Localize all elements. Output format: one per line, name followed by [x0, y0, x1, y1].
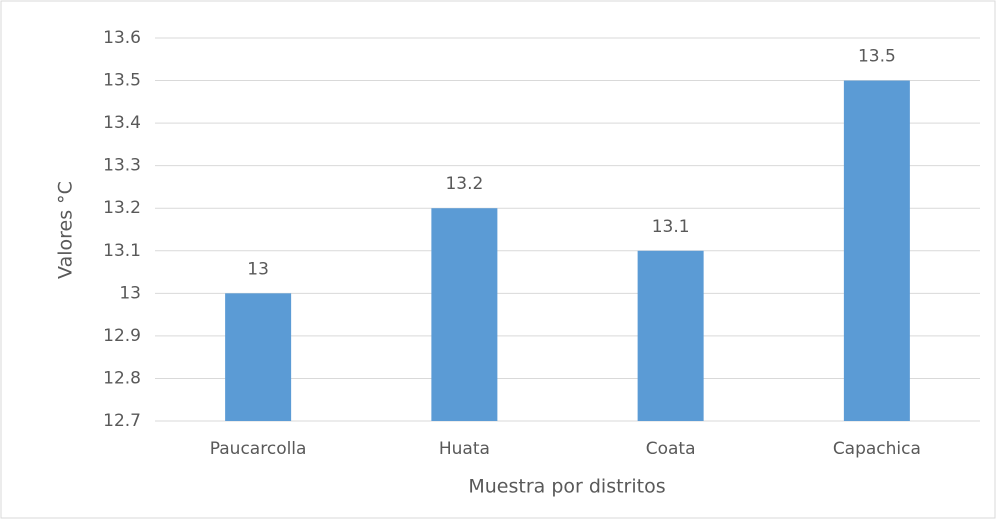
- x-tick-label: Paucarcolla: [210, 439, 307, 459]
- y-tick-label: 12.9: [103, 326, 141, 346]
- y-tick-label: 13.2: [103, 198, 141, 218]
- bar: [225, 293, 292, 421]
- bar: [431, 208, 498, 421]
- data-label: 13.5: [858, 47, 896, 67]
- x-tick-label: Coata: [646, 439, 696, 459]
- y-tick-label: 12.8: [103, 368, 141, 388]
- x-axis-title: Muestra por distritos: [468, 476, 665, 498]
- y-tick-label: 13.3: [103, 156, 141, 176]
- x-tick-label: Capachica: [833, 439, 921, 459]
- y-tick-label: 13.4: [103, 113, 141, 133]
- data-label: 13.2: [445, 174, 483, 194]
- y-tick-label: 12.7: [103, 411, 141, 431]
- data-label: 13: [247, 259, 269, 279]
- y-tick-label: 13: [119, 283, 141, 303]
- y-tick-label: 13.1: [103, 241, 141, 261]
- y-axis-title: Valores °C: [55, 181, 77, 279]
- bar: [637, 250, 704, 421]
- data-label: 13.1: [652, 217, 690, 237]
- y-tick-label: 13.6: [103, 28, 141, 48]
- bar: [843, 80, 910, 422]
- x-tick-label: Huata: [439, 439, 490, 459]
- y-tick-label: 13.5: [103, 71, 141, 91]
